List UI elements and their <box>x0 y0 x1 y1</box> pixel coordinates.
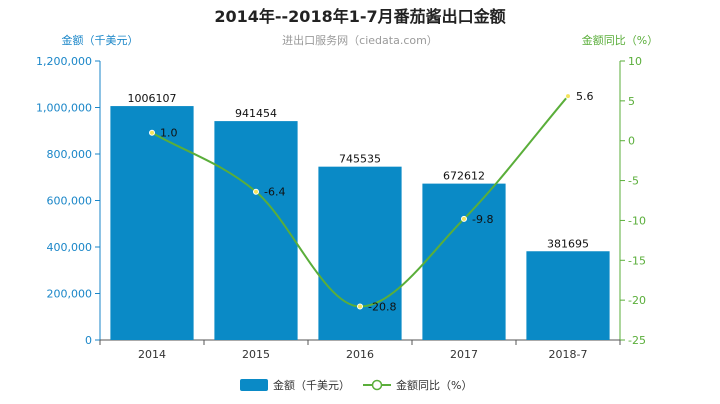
right-axis-tick-label: -5 <box>628 175 639 188</box>
yoy-point <box>253 188 259 195</box>
bars: 1006107 941454 745535 672612 381695 <box>110 92 610 341</box>
left-axis-tick-label: 600,000 <box>47 195 93 208</box>
left-axis-tick-label: 800,000 <box>47 148 93 161</box>
x-axis-tick-label: 2018-7 <box>549 348 588 361</box>
left-axis-tick-label: 400,000 <box>47 241 93 254</box>
right-axis-title: 金额同比（%） <box>582 33 658 47</box>
yoy-value-label: -9.8 <box>472 213 493 226</box>
right-axis-tick-label: -20 <box>628 294 646 307</box>
bar-value-label: 1006107 <box>128 92 177 105</box>
left-axis-tick-label: 1,200,000 <box>36 55 92 68</box>
left-axis-title: 金额（千美元） <box>62 33 139 47</box>
yoy-point <box>565 93 571 100</box>
bar <box>526 251 610 340</box>
x-axis-tick-label: 2017 <box>450 348 478 361</box>
bar <box>110 106 194 340</box>
bar-value-label: 381695 <box>547 237 589 250</box>
x-axis-tick-label: 2016 <box>346 348 374 361</box>
right-axis-tick-label: 0 <box>628 135 635 148</box>
yoy-point <box>357 303 363 310</box>
right-axis-tick-label: 10 <box>628 55 642 68</box>
yoy-value-label: -20.8 <box>368 301 396 314</box>
bar <box>422 183 506 340</box>
right-axis-tick-label: -25 <box>628 334 646 347</box>
bar-value-label: 672612 <box>443 170 485 183</box>
yoy-line: 1.0 -6.4 -20.8 -9.8 5.6 <box>149 90 594 314</box>
axes: 0 200,000 400,000 600,000 800,000 1,000,000 1,… <box>36 55 646 361</box>
x-axis-tick-label: 2014 <box>138 348 166 361</box>
yoy-value-label: 1.0 <box>160 127 178 140</box>
right-axis-tick-label: -10 <box>628 214 646 227</box>
bar-value-label: 941454 <box>235 107 277 120</box>
legend-bar-label: 金额（千美元） <box>273 378 350 392</box>
x-axis-tick-label: 2015 <box>242 348 270 361</box>
right-axis-tick-label: 5 <box>628 95 635 108</box>
yoy-point <box>461 215 467 222</box>
right-axis-tick-label: -15 <box>628 254 646 267</box>
left-axis-tick-label: 1,000,000 <box>36 102 92 115</box>
legend-line-label: 金额同比（%） <box>396 378 472 392</box>
yoy-value-label: 5.6 <box>576 90 594 103</box>
left-axis-tick-label: 0 <box>85 334 92 347</box>
legend-bar-swatch <box>240 379 268 391</box>
bar <box>318 166 402 340</box>
legend: 金额（千美元） 金额同比（%） <box>240 378 472 392</box>
legend-line-marker <box>371 379 383 391</box>
bar-value-label: 745535 <box>339 153 381 166</box>
bar <box>214 121 298 341</box>
yoy-value-label: -6.4 <box>264 186 285 199</box>
yoy-point <box>149 129 155 136</box>
chart-title: 2014年--2018年1-7月番茄酱出口金额 <box>214 7 505 26</box>
left-axis-tick-label: 200,000 <box>47 288 93 301</box>
chart-subtitle: 进出口服务网（ciedata.com） <box>282 33 438 47</box>
